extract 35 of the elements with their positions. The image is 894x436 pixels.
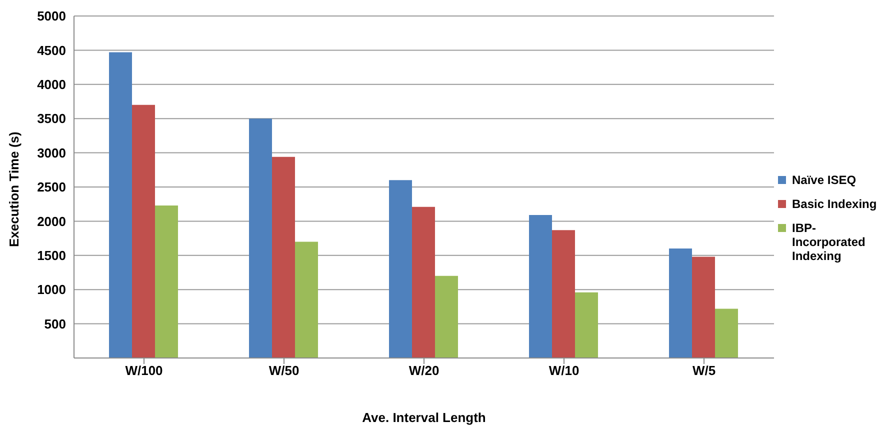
bar (692, 256, 715, 358)
bar (552, 230, 575, 358)
bar (715, 308, 738, 358)
x-tick-label: W/5 (692, 363, 716, 378)
bar (295, 242, 318, 358)
bar (529, 215, 552, 358)
x-axis-title: Ave. Interval Length (362, 410, 486, 425)
x-tick-label: W/20 (408, 363, 440, 378)
bar (389, 180, 412, 358)
y-tick-label: 1500 (37, 248, 66, 264)
legend-label: Basic Indexing (792, 197, 877, 211)
bar (575, 292, 598, 358)
y-tick-label: 4000 (37, 77, 66, 92)
y-tick-label: 2000 (37, 214, 66, 229)
y-tick-label: 5000 (37, 8, 66, 24)
bar (435, 276, 458, 358)
x-tick-label: W/10 (548, 363, 580, 378)
y-axis-title: Execution Time (s) (6, 132, 22, 247)
bar (412, 206, 435, 358)
y-tick-label: 500 (44, 316, 66, 332)
bar (669, 248, 692, 358)
x-tick-label: W/100 (125, 363, 163, 378)
bar (249, 118, 272, 358)
bar (155, 205, 178, 358)
bar (272, 156, 295, 358)
y-tick-label: 3500 (37, 111, 66, 126)
y-tick-label: 1000 (37, 282, 66, 298)
y-tick-label: 3000 (37, 145, 66, 160)
y-tick-label: 2500 (37, 180, 66, 195)
legend-label: Naïve ISEQ (792, 173, 856, 187)
y-tick-label: 4500 (37, 42, 66, 58)
x-tick-label: W/50 (268, 363, 300, 378)
bar (109, 52, 132, 358)
bar (132, 104, 155, 358)
legend-label: IBP-Incorporated Indexing (792, 221, 866, 263)
